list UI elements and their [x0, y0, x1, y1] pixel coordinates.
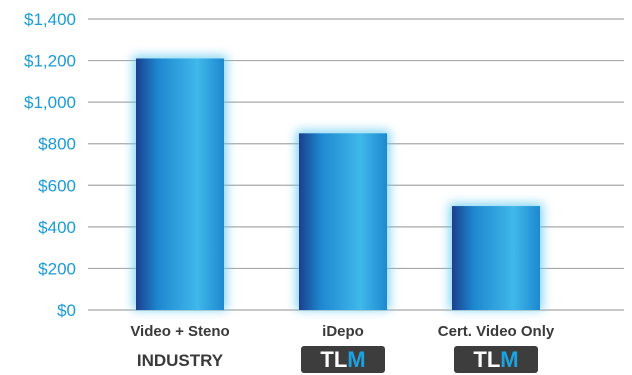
y-tick-label: $1,400 — [24, 10, 76, 29]
logo-label: TLM — [320, 347, 365, 372]
y-tick-label: $0 — [57, 301, 76, 320]
y-tick-label: $400 — [38, 218, 76, 237]
x-axis-labels: Video + Steno iDepo Cert. Video Only — [130, 323, 555, 340]
category-sublabels: INDUSTRY TLM TLM — [137, 346, 538, 373]
logo-badge — [301, 346, 385, 373]
x-tick-label: Video + Steno — [130, 323, 229, 340]
y-tick-label: $1,200 — [24, 52, 76, 71]
y-tick-label: $200 — [38, 259, 76, 278]
x-tick-label: Cert. Video Only — [438, 323, 555, 340]
bar — [136, 58, 224, 310]
bar — [299, 133, 387, 310]
tlm-logo: TLM — [454, 346, 538, 373]
bar — [452, 206, 540, 310]
y-tick-label: $600 — [38, 176, 76, 195]
x-tick-label: iDepo — [322, 323, 364, 340]
y-tick-label: $1,000 — [24, 93, 76, 112]
tlm-logo: TLM — [301, 346, 385, 373]
y-tick-label: $800 — [38, 135, 76, 154]
logo-label: TLM — [473, 347, 518, 372]
category-sublabel: INDUSTRY — [137, 351, 224, 370]
y-axis-ticks: $0 $200 $400 $600 $800 $1,000 $1,200 $1,400 — [24, 10, 76, 320]
bars — [133, 55, 543, 310]
logo-badge — [454, 346, 538, 373]
